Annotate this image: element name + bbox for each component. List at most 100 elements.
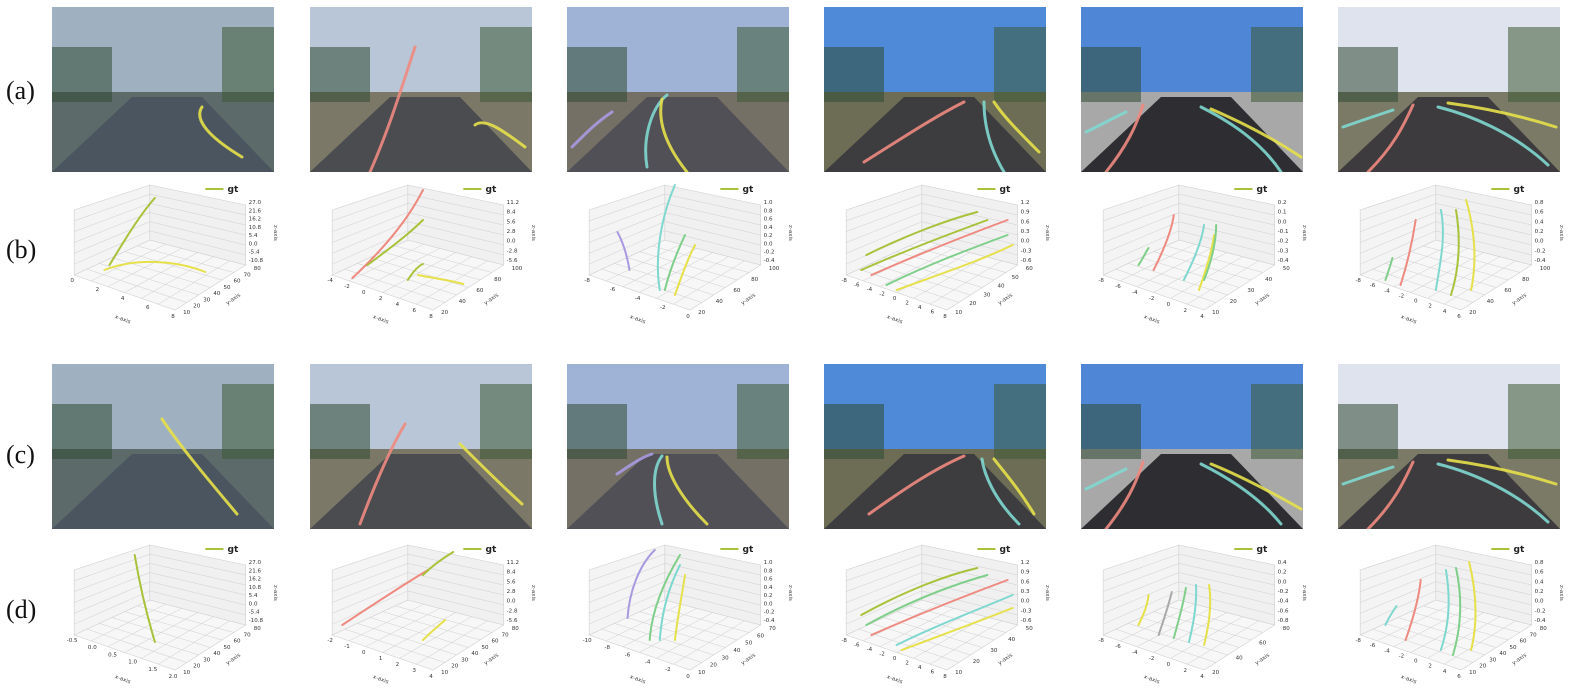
lane-curve-green	[648, 554, 681, 641]
y-tick-label: 50	[745, 641, 753, 647]
lane-curve-green	[1203, 224, 1218, 281]
y-tick-label: 50	[1509, 645, 1517, 651]
z-tick-label: 2.8	[507, 229, 516, 235]
panel-b-5: gt -8 -6 -4 -2 0 2 4 x-axis 10 20 30 40 50 y-axis 0.2 0.…	[1083, 180, 1315, 325]
lane-overlay-salmon	[358, 422, 407, 526]
y-tick-label: 100	[512, 266, 523, 272]
z-axis-label: z-axis	[272, 225, 278, 241]
y-tick-label: 50	[223, 645, 231, 651]
y-axis-label: y-axis	[225, 292, 242, 306]
x-tick-label: 0.5	[108, 652, 117, 658]
y-tick-label: 80	[494, 277, 502, 283]
panel-c-1	[52, 364, 274, 529]
x-tick-label: -0.5	[67, 638, 78, 644]
x-tick-label: -2	[879, 652, 885, 658]
z-tick-label: -0.4	[764, 618, 775, 624]
row-label-b: (b)	[6, 235, 37, 264]
x-tick-label: 6	[1457, 674, 1461, 680]
lane-curve-purple	[616, 231, 631, 271]
3d-lane-plot: gt -8 -6 -4 -2 0 2 4 6 8 x-axis 10 20 30 40 50 60 y-axis 1…	[841, 184, 1050, 325]
y-tick-label: 10	[183, 310, 191, 316]
lane-curve-olive	[865, 211, 979, 256]
z-axis-label: z-axis	[787, 225, 793, 241]
y-tick-label: 60	[1026, 266, 1034, 272]
y-tick-label: 60	[1259, 641, 1267, 647]
lane-curve-olive	[1449, 209, 1460, 296]
y-tick-label: 30	[1489, 657, 1497, 663]
x-tick-label: 2	[1428, 304, 1432, 310]
y-tick-label: 40	[1265, 277, 1273, 283]
x-tick-label: 4	[1200, 314, 1204, 320]
y-axis-label: y-axis	[225, 652, 242, 666]
lane-overlay-salmon	[1366, 460, 1415, 529]
x-axis-label: x-axis	[114, 674, 132, 685]
z-tick-label: 0.0	[1021, 239, 1030, 245]
x-axis-label: x-axis	[1143, 674, 1161, 685]
lane-curve-yellow	[895, 244, 1014, 291]
row-label-a: (a)	[6, 76, 35, 105]
lane-curve-yellow	[421, 619, 447, 641]
z-tick-label: 1.0	[764, 560, 773, 566]
z-tick-label: -0.6	[1278, 608, 1289, 614]
x-tick-label: 6	[931, 670, 935, 676]
z-tick-label: -0.2	[764, 250, 775, 256]
y-tick-label: 40	[733, 648, 741, 654]
x-tick-label: 8	[429, 314, 433, 320]
scene-image	[824, 7, 1046, 172]
z-axis-label: z-axis	[1558, 225, 1564, 241]
x-tick-label: -6	[1115, 284, 1121, 290]
z-tick-label: 0.4	[1535, 579, 1544, 585]
x-tick-label: -8	[1355, 278, 1361, 284]
y-axis-label: y-axis	[1511, 292, 1528, 306]
y-axis-label: y-axis	[483, 652, 500, 666]
z-tick-label: 0.0	[249, 601, 258, 607]
lane-overlay-salmon	[368, 45, 417, 172]
z-tick-label: 0.2	[1535, 589, 1544, 595]
panel-d-5: gt -8 -6 -4 -2 0 2 4 x-axis 20 40 60 80 y-axis 0.4 0.2 0…	[1083, 540, 1315, 685]
legend-label: gt	[227, 545, 239, 555]
3d-lane-plot: gt -8 -6 -4 -2 0 2 4 x-axis 10 20 30 40 50 y-axis 0.2 0.…	[1098, 184, 1307, 325]
y-tick-label: 30	[983, 292, 991, 298]
x-tick-label: 6	[146, 305, 150, 311]
x-tick-label: -4	[1132, 650, 1138, 656]
lane-overlay-yellow	[1209, 107, 1303, 159]
y-tick-label: 30	[203, 657, 211, 663]
z-tick-label: 0.3	[1021, 589, 1030, 595]
z-tick-label: -2.8	[507, 608, 518, 614]
lane-overlay-purple	[615, 452, 654, 476]
y-tick-label: 80	[254, 266, 262, 272]
lane-overlay-purple	[570, 110, 614, 149]
legend-label: gt	[1513, 185, 1525, 195]
lane-overlay-cyan	[1199, 105, 1283, 172]
z-tick-label: 16.2	[249, 217, 261, 223]
lane-curve-cyan	[895, 594, 1014, 646]
z-tick-label: 0.2	[764, 593, 773, 599]
legend: gt	[977, 545, 1011, 555]
panel-c-2	[310, 364, 532, 529]
z-tick-label: 0.4	[764, 585, 773, 591]
lane-curve-yellow	[1203, 584, 1212, 646]
lane-overlay-cyan	[1341, 108, 1395, 129]
panel-d-6: gt -8 -6 -4 -2 0 2 4 6 x-axis 10 20 30 40 50 60 70 80 y-ax…	[1340, 540, 1572, 685]
x-tick-label: -2	[665, 667, 671, 673]
y-tick-label: 40	[1008, 637, 1016, 643]
lane-overlay-cyan	[1084, 110, 1128, 134]
lane-overlay-yellow	[992, 457, 1036, 516]
x-tick-label: -4	[635, 296, 641, 302]
z-tick-label: -0.4	[764, 258, 775, 264]
y-axis-label: y-axis	[997, 652, 1014, 666]
x-tick-label: -4	[1384, 288, 1390, 294]
z-tick-label: 5.6	[507, 579, 516, 585]
lane-curve-salmon	[341, 569, 430, 626]
z-tick-label: -0.2	[1535, 248, 1546, 254]
lane-overlay-salmon	[862, 100, 966, 164]
3d-lane-plot: gt -8 -6 -4 -2 0 2 4 6 x-axis 20 40 60 80 100 y-axis 0.8…	[1355, 184, 1564, 325]
legend: gt	[1491, 545, 1525, 555]
z-tick-label: -5.6	[507, 618, 518, 624]
x-tick-label: -8	[1098, 638, 1104, 644]
y-tick-label: 20	[698, 310, 706, 316]
z-tick-label: 0.2	[764, 233, 773, 239]
z-tick-label: -0.2	[764, 610, 775, 616]
